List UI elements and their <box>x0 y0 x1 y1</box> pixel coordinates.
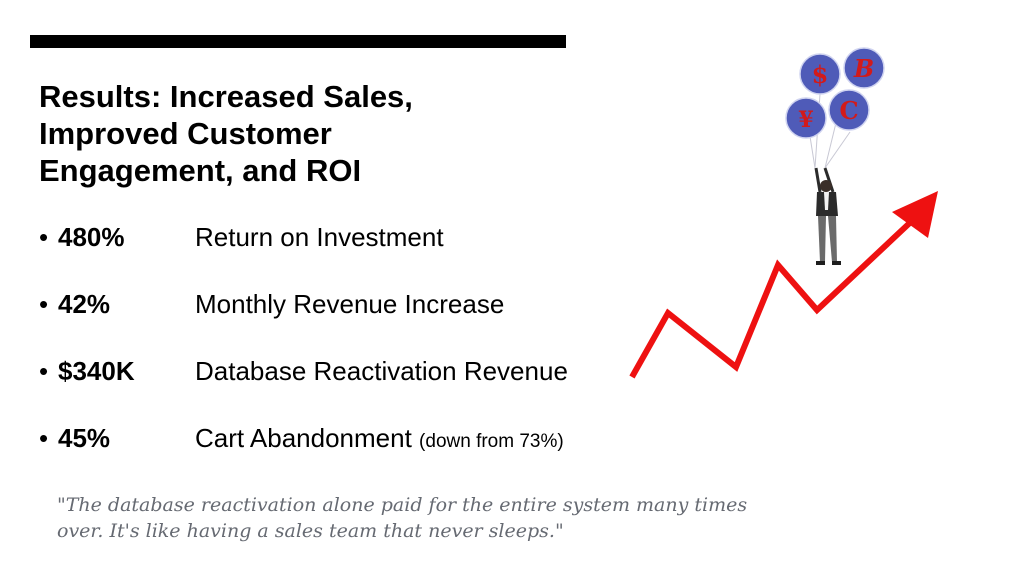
metric-label-text: Monthly Revenue Increase <box>195 289 505 319</box>
balloon-bitcoin-icon: B <box>843 47 885 89</box>
bullet-icon: • <box>39 222 49 252</box>
growth-arrow-line <box>629 215 918 379</box>
metrics-list: • 480% Return on Investment • 42% Monthl… <box>39 218 639 486</box>
metric-item-reactivation-revenue: • $340K Database Reactivation Revenue <box>39 352 639 419</box>
metric-value: 42% <box>58 289 111 319</box>
growth-illustration: $ B ¥ C <box>629 47 938 379</box>
metric-label-text: Return on Investment <box>195 222 444 252</box>
growth-arrowhead-icon <box>892 191 938 238</box>
metric-label: Database Reactivation Revenue <box>195 352 568 390</box>
metric-item-roi: • 480% Return on Investment <box>39 218 639 285</box>
balloon-bitcoin-symbol: B <box>853 54 874 83</box>
businessman-figure-icon <box>814 167 841 265</box>
bullet-icon: • <box>39 423 49 453</box>
bullet-icon: • <box>39 356 49 386</box>
top-accent-bar <box>30 35 566 48</box>
metric-item-cart-abandonment: • 45% Cart Abandonment (down from 73%) <box>39 419 639 486</box>
metric-label-text: Database Reactivation Revenue <box>195 356 568 386</box>
metric-value: 480% <box>58 222 125 252</box>
balloon-yen-icon: ¥ <box>785 97 827 139</box>
slide-title: Results: Increased Sales, Improved Custo… <box>39 79 413 188</box>
metric-value: $340K <box>58 356 135 386</box>
metric-label-text: Cart Abandonment <box>195 423 412 453</box>
balloon-cent-icon: C <box>828 89 870 131</box>
bullet-icon: • <box>39 289 49 319</box>
metric-label: Cart Abandonment (down from 73%) <box>195 419 564 461</box>
balloon-dollar-icon: $ <box>799 53 841 95</box>
metric-note: (down from 73%) <box>419 431 564 452</box>
metric-item-monthly-revenue: • 42% Monthly Revenue Increase <box>39 285 639 352</box>
metric-label: Return on Investment <box>195 218 444 256</box>
balloon-dollar-symbol: $ <box>812 60 829 89</box>
balloon-yen-symbol: ¥ <box>798 107 813 133</box>
metric-value: 45% <box>58 423 111 453</box>
balloon-cent-symbol: C <box>839 96 858 125</box>
testimonial-quote: "The database reactivation alone paid fo… <box>57 494 748 542</box>
metric-label: Monthly Revenue Increase <box>195 285 504 323</box>
